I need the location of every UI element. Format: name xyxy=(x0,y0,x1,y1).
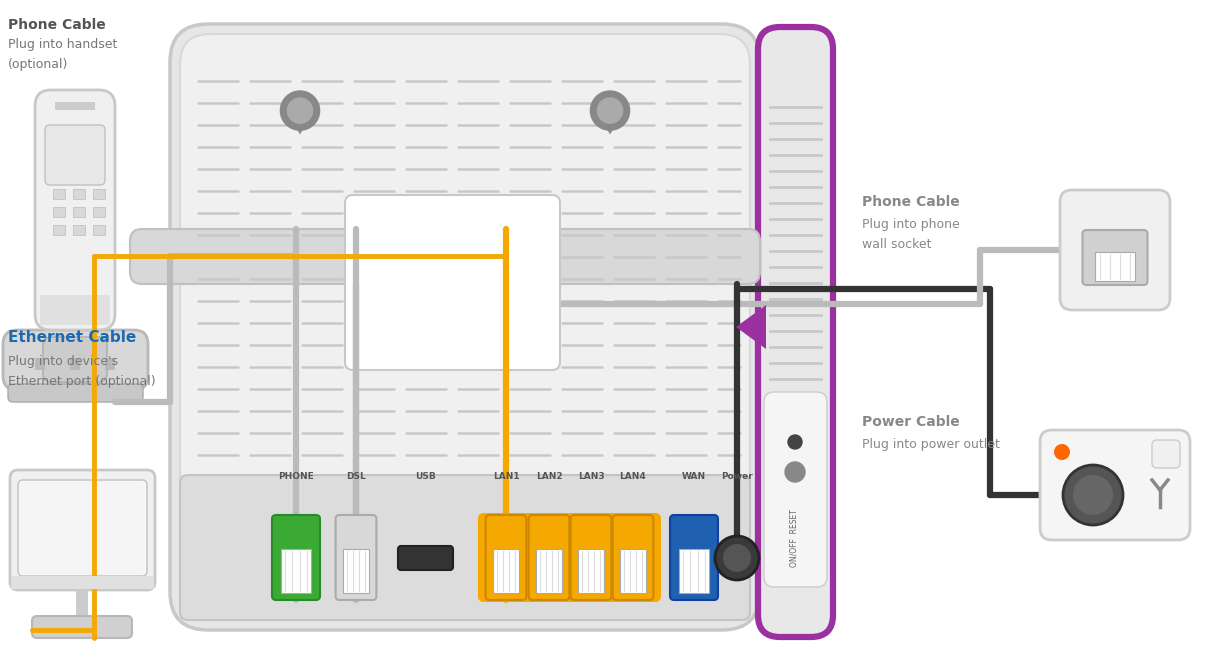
Text: USB: USB xyxy=(414,472,435,481)
Circle shape xyxy=(597,98,623,123)
Bar xyxy=(53,207,65,217)
Text: LAN1: LAN1 xyxy=(493,472,520,481)
Bar xyxy=(680,549,709,593)
Text: LAN2: LAN2 xyxy=(536,472,563,481)
Circle shape xyxy=(723,544,751,572)
Bar xyxy=(76,590,88,620)
Circle shape xyxy=(788,435,803,449)
FancyBboxPatch shape xyxy=(612,515,654,600)
Text: Power: Power xyxy=(721,472,753,481)
FancyBboxPatch shape xyxy=(272,515,320,600)
FancyBboxPatch shape xyxy=(398,546,454,570)
Text: Plug into device's: Plug into device's xyxy=(9,355,118,368)
Text: LAN3: LAN3 xyxy=(578,472,605,481)
Bar xyxy=(1095,252,1136,281)
Bar xyxy=(55,102,95,110)
Circle shape xyxy=(280,91,320,130)
FancyBboxPatch shape xyxy=(170,24,760,630)
Bar xyxy=(73,189,85,199)
FancyBboxPatch shape xyxy=(10,470,155,590)
Polygon shape xyxy=(596,111,624,134)
Bar xyxy=(621,549,645,593)
Circle shape xyxy=(590,91,629,130)
Bar xyxy=(73,207,85,217)
FancyBboxPatch shape xyxy=(1040,430,1190,540)
Circle shape xyxy=(288,98,312,123)
FancyBboxPatch shape xyxy=(18,480,147,576)
FancyBboxPatch shape xyxy=(32,616,132,638)
FancyBboxPatch shape xyxy=(1083,230,1148,285)
FancyBboxPatch shape xyxy=(43,337,107,382)
Text: Phone Cable: Phone Cable xyxy=(862,195,960,209)
Circle shape xyxy=(715,536,760,580)
Bar xyxy=(53,189,65,199)
Circle shape xyxy=(1073,475,1113,515)
Text: WAN: WAN xyxy=(682,472,707,481)
FancyBboxPatch shape xyxy=(336,515,376,600)
Bar xyxy=(281,549,311,593)
Bar xyxy=(11,576,154,589)
FancyBboxPatch shape xyxy=(2,330,147,390)
FancyBboxPatch shape xyxy=(9,384,143,402)
Bar xyxy=(53,225,65,235)
Bar xyxy=(41,295,111,325)
Circle shape xyxy=(1063,465,1123,525)
FancyBboxPatch shape xyxy=(528,515,569,600)
FancyBboxPatch shape xyxy=(1152,440,1180,468)
FancyBboxPatch shape xyxy=(764,392,827,587)
Text: (optional): (optional) xyxy=(9,58,69,71)
Bar xyxy=(93,189,104,199)
Text: Plug into phone: Plug into phone xyxy=(862,218,960,231)
Text: Power Cable: Power Cable xyxy=(862,415,960,429)
Text: wall socket: wall socket xyxy=(862,238,932,251)
Bar xyxy=(93,225,104,235)
Text: Ethernet port (optional): Ethernet port (optional) xyxy=(9,375,156,388)
Circle shape xyxy=(1054,444,1070,460)
Text: PHONE: PHONE xyxy=(278,472,313,481)
Bar xyxy=(70,358,80,370)
Text: ON/OFF  RESET: ON/OFF RESET xyxy=(789,509,799,567)
FancyBboxPatch shape xyxy=(570,515,611,600)
FancyBboxPatch shape xyxy=(478,513,661,602)
Bar xyxy=(343,549,369,593)
Bar xyxy=(104,358,116,370)
Text: LAN4: LAN4 xyxy=(619,472,646,481)
Text: DSL: DSL xyxy=(347,472,366,481)
Circle shape xyxy=(785,462,805,482)
Bar xyxy=(34,358,45,370)
FancyBboxPatch shape xyxy=(179,34,750,620)
FancyBboxPatch shape xyxy=(130,229,760,284)
Text: Ethernet Cable: Ethernet Cable xyxy=(9,330,136,345)
FancyBboxPatch shape xyxy=(758,27,833,637)
Text: Plug into power outlet: Plug into power outlet xyxy=(862,438,1000,451)
Polygon shape xyxy=(286,111,313,134)
Text: Plug into handset: Plug into handset xyxy=(9,38,118,51)
FancyBboxPatch shape xyxy=(345,195,560,370)
Bar xyxy=(493,549,519,593)
Text: Phone Cable: Phone Cable xyxy=(9,18,106,32)
FancyBboxPatch shape xyxy=(1059,190,1170,310)
FancyBboxPatch shape xyxy=(34,90,116,330)
FancyBboxPatch shape xyxy=(179,475,750,620)
Bar xyxy=(579,549,603,593)
Polygon shape xyxy=(736,305,766,349)
Bar xyxy=(536,549,562,593)
FancyBboxPatch shape xyxy=(485,515,526,600)
Bar xyxy=(93,207,104,217)
FancyBboxPatch shape xyxy=(45,125,104,185)
FancyBboxPatch shape xyxy=(670,515,718,600)
Bar xyxy=(73,225,85,235)
